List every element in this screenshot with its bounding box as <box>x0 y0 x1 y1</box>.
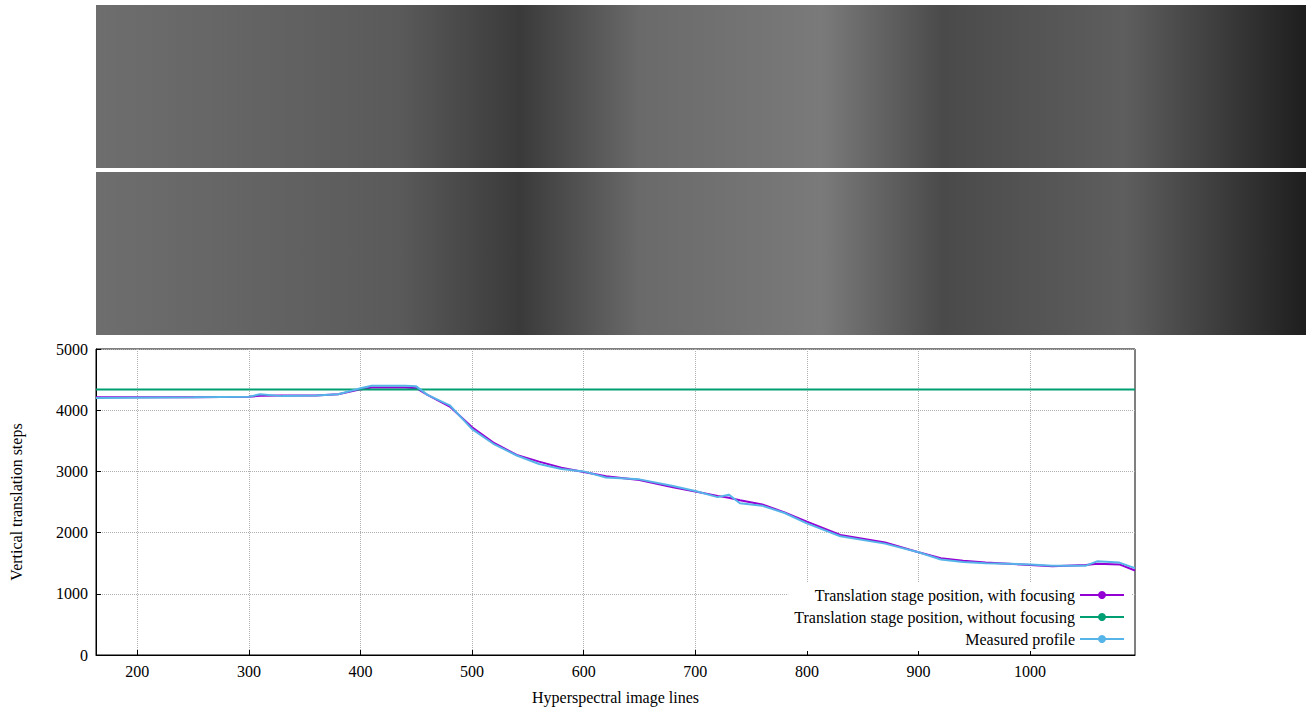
svg-text:Measured profile: Measured profile <box>965 631 1075 649</box>
svg-text:0: 0 <box>80 647 88 664</box>
svg-text:4000: 4000 <box>56 402 88 419</box>
svg-text:Translation stage position, wi: Translation stage position, without focu… <box>794 609 1075 627</box>
svg-text:5000: 5000 <box>56 341 88 358</box>
svg-text:800: 800 <box>795 663 819 680</box>
svg-text:2000: 2000 <box>56 524 88 541</box>
svg-text:700: 700 <box>683 663 707 680</box>
svg-text:900: 900 <box>906 663 930 680</box>
svg-text:3000: 3000 <box>56 463 88 480</box>
svg-text:Translation stage position, wi: Translation stage position, with focusin… <box>815 587 1075 605</box>
svg-text:600: 600 <box>572 663 596 680</box>
svg-text:200: 200 <box>125 663 149 680</box>
svg-text:Hyperspectral image lines: Hyperspectral image lines <box>532 689 699 707</box>
svg-text:300: 300 <box>237 663 261 680</box>
svg-text:400: 400 <box>348 663 372 680</box>
svg-text:500: 500 <box>460 663 484 680</box>
svg-text:1000: 1000 <box>1014 663 1046 680</box>
svg-text:Vertical translation steps: Vertical translation steps <box>8 423 26 580</box>
svg-text:1000: 1000 <box>56 585 88 602</box>
